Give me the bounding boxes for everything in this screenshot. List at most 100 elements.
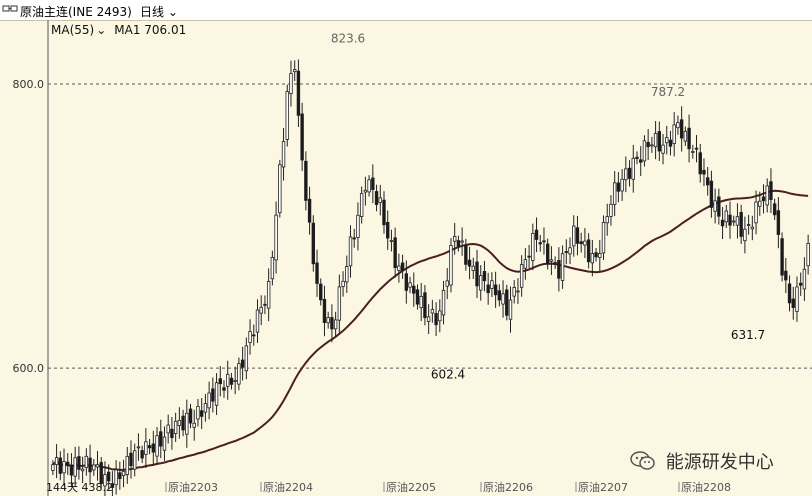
candle-body bbox=[650, 144, 654, 147]
candle-body bbox=[106, 471, 111, 482]
candle-body bbox=[549, 259, 554, 262]
candle-body bbox=[300, 113, 304, 161]
watermark: 能源研发中心 bbox=[630, 448, 774, 477]
candle-body bbox=[386, 221, 390, 239]
candle-body bbox=[776, 210, 781, 235]
candle-body bbox=[423, 292, 427, 319]
candle-body bbox=[590, 253, 595, 264]
candle-body bbox=[311, 222, 316, 265]
candle-body bbox=[181, 415, 185, 431]
candle-body bbox=[545, 243, 550, 265]
candle-body bbox=[765, 185, 769, 206]
candle-body bbox=[523, 259, 528, 269]
candle-body bbox=[452, 236, 457, 242]
period-selector[interactable]: 日线 ⌄ bbox=[140, 3, 178, 20]
candle-body bbox=[333, 319, 338, 330]
candle-body bbox=[382, 199, 386, 226]
candle-body bbox=[683, 130, 688, 142]
toolbar: 原油主连(INE 2493) 日线 ⌄ bbox=[0, 0, 812, 21]
candle-body bbox=[393, 237, 397, 269]
compare-icon[interactable] bbox=[2, 2, 18, 19]
candle-body bbox=[352, 237, 356, 240]
candle-body bbox=[531, 232, 535, 261]
candle-body bbox=[594, 252, 598, 258]
candle-body bbox=[702, 169, 706, 175]
candle-body bbox=[665, 137, 669, 144]
candle-body bbox=[750, 226, 755, 230]
candle-body bbox=[118, 472, 122, 480]
x-tick-label: 原油2203 bbox=[168, 480, 218, 494]
candle-body bbox=[467, 259, 472, 267]
candle-body bbox=[475, 261, 479, 287]
candle-body bbox=[553, 262, 557, 264]
candle-body bbox=[222, 387, 226, 391]
candle-body bbox=[185, 412, 189, 435]
candle-body bbox=[661, 144, 665, 154]
candle-body bbox=[252, 334, 256, 337]
candle-body bbox=[218, 378, 222, 385]
candle-body bbox=[512, 287, 516, 297]
candle-body bbox=[322, 298, 327, 323]
candle-body bbox=[676, 122, 680, 129]
candle-body bbox=[754, 201, 758, 224]
ma-name: MA(55) bbox=[51, 23, 94, 37]
x-tick-label: 原油2205 bbox=[386, 480, 436, 494]
candle-body bbox=[95, 464, 100, 468]
candle-body bbox=[188, 408, 193, 424]
candle-body bbox=[430, 309, 435, 314]
candle-body bbox=[263, 303, 267, 306]
candle-body bbox=[285, 91, 289, 140]
candle-body bbox=[166, 424, 170, 434]
candle-body bbox=[121, 470, 126, 476]
candle-body bbox=[404, 273, 409, 291]
candle-body bbox=[508, 299, 513, 320]
candle-body bbox=[490, 280, 494, 289]
candle-body bbox=[653, 133, 658, 148]
candle-body bbox=[795, 286, 799, 312]
candle-body bbox=[798, 282, 803, 286]
y-tick-label: 600.0 bbox=[13, 362, 45, 375]
candle-body bbox=[769, 181, 773, 201]
candle-body bbox=[229, 377, 234, 385]
candle-body bbox=[80, 468, 85, 472]
candle-body bbox=[713, 200, 717, 212]
candle-body bbox=[441, 289, 446, 316]
candle-body bbox=[296, 70, 301, 116]
candle-body bbox=[155, 435, 159, 457]
candle-body bbox=[62, 461, 66, 474]
candle-body bbox=[397, 265, 401, 271]
candle-body bbox=[304, 160, 308, 201]
instrument-title[interactable]: 原油主连(INE 2493) bbox=[20, 5, 132, 19]
candle-body bbox=[330, 317, 334, 330]
candle-body bbox=[211, 388, 215, 402]
candle-body bbox=[438, 310, 442, 322]
candle-body bbox=[609, 203, 613, 217]
candle-body bbox=[616, 182, 621, 192]
left-axis-label: 144天 438.2 bbox=[46, 481, 113, 494]
period-label: 日线 bbox=[140, 5, 165, 19]
candle-body bbox=[110, 483, 115, 488]
candle-body bbox=[341, 280, 345, 287]
candle-body bbox=[434, 313, 438, 326]
candle-body bbox=[527, 255, 531, 258]
candle-body bbox=[326, 317, 330, 324]
candle-body bbox=[307, 198, 312, 223]
candle-body bbox=[735, 216, 740, 226]
candle-body bbox=[363, 189, 368, 193]
candle-body bbox=[806, 243, 810, 267]
candle-body bbox=[445, 280, 449, 287]
candle-body bbox=[196, 406, 200, 420]
candle-body bbox=[460, 240, 464, 243]
candle-body bbox=[359, 193, 364, 217]
candle-body bbox=[635, 156, 639, 159]
x-tick-label: 原油2206 bbox=[483, 480, 533, 494]
candle-body bbox=[780, 238, 784, 276]
candle-body bbox=[497, 290, 502, 301]
candle-body bbox=[598, 253, 602, 259]
candle-body bbox=[162, 436, 167, 451]
candle-body bbox=[129, 452, 133, 467]
candle-body bbox=[315, 262, 319, 284]
candle-body bbox=[493, 284, 498, 296]
candle-body bbox=[58, 457, 63, 474]
candle-body bbox=[746, 224, 751, 226]
